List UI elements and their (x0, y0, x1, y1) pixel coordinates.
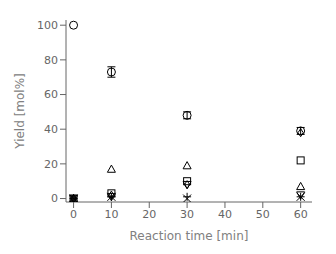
svg-text:30: 30 (180, 208, 194, 221)
svg-text:40: 40 (218, 208, 232, 221)
svg-text:0: 0 (70, 208, 77, 221)
svg-text:50: 50 (256, 208, 270, 221)
svg-text:Reaction time [min]: Reaction time [min] (130, 229, 249, 243)
svg-text:60: 60 (294, 208, 308, 221)
svg-text:80: 80 (44, 54, 58, 67)
svg-text:10: 10 (104, 208, 118, 221)
svg-text:60: 60 (44, 88, 58, 101)
svg-text:100: 100 (37, 19, 58, 32)
svg-text:20: 20 (44, 158, 58, 171)
svg-text:20: 20 (142, 208, 156, 221)
svg-text:Yield [mol%]: Yield [mol%] (13, 73, 27, 150)
svg-text:0: 0 (51, 192, 58, 205)
svg-text:40: 40 (44, 123, 58, 136)
